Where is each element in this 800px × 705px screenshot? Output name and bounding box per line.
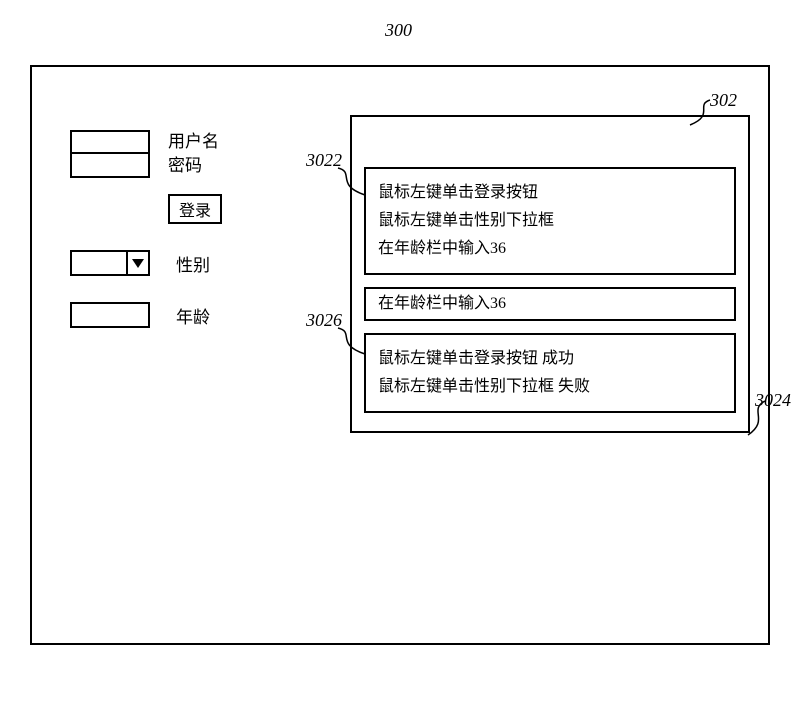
input-echo-text: 在年龄栏中输入36 — [378, 293, 722, 315]
username-input[interactable] — [72, 132, 148, 154]
login-button[interactable]: 登录 — [168, 194, 222, 224]
right-panel: 鼠标左键单击登录按钮 鼠标左键单击性别下拉框 在年龄栏中输入36 在年龄栏中输入… — [350, 115, 750, 433]
login-button-label: 登录 — [179, 197, 211, 221]
credentials-labels: 用户名 密码 — [168, 130, 219, 178]
gender-dropdown-arrow[interactable] — [126, 252, 148, 274]
actions-box: 鼠标左键单击登录按钮 鼠标左键单击性别下拉框 在年龄栏中输入36 — [364, 167, 736, 275]
password-label: 密码 — [168, 154, 219, 178]
password-input[interactable] — [72, 154, 148, 176]
figure-ref-main: 300 — [385, 20, 412, 41]
leadline-3026 — [330, 322, 375, 367]
results-line-2: 鼠标左键单击性别下拉框 失败 — [378, 373, 722, 401]
form-panel: 用户名 密码 登录 性别 年龄 — [70, 130, 280, 328]
gender-label: 性别 — [176, 251, 210, 276]
actions-line-2: 鼠标左键单击性别下拉框 — [378, 207, 722, 235]
results-box: 鼠标左键单击登录按钮 成功 鼠标左键单击性别下拉框 失败 — [364, 333, 736, 413]
chevron-down-icon — [132, 259, 144, 268]
leadline-3022 — [330, 160, 375, 205]
input-echo-box: 在年龄栏中输入36 — [364, 287, 736, 321]
credentials-row: 用户名 密码 — [70, 130, 280, 178]
actions-line-3: 在年龄栏中输入36 — [378, 235, 722, 263]
age-label: 年龄 — [176, 303, 210, 328]
results-line-1: 鼠标左键单击登录按钮 成功 — [378, 345, 722, 373]
actions-line-1: 鼠标左键单击登录按钮 — [378, 179, 722, 207]
leadline-3024 — [740, 395, 780, 445]
age-row: 年龄 — [70, 302, 280, 328]
gender-dropdown-body — [72, 252, 126, 274]
gender-dropdown[interactable] — [70, 250, 150, 276]
credentials-inputs — [70, 130, 150, 178]
leadline-302 — [680, 95, 730, 135]
age-input[interactable] — [70, 302, 150, 328]
username-label: 用户名 — [168, 130, 219, 154]
gender-row: 性别 — [70, 250, 280, 276]
